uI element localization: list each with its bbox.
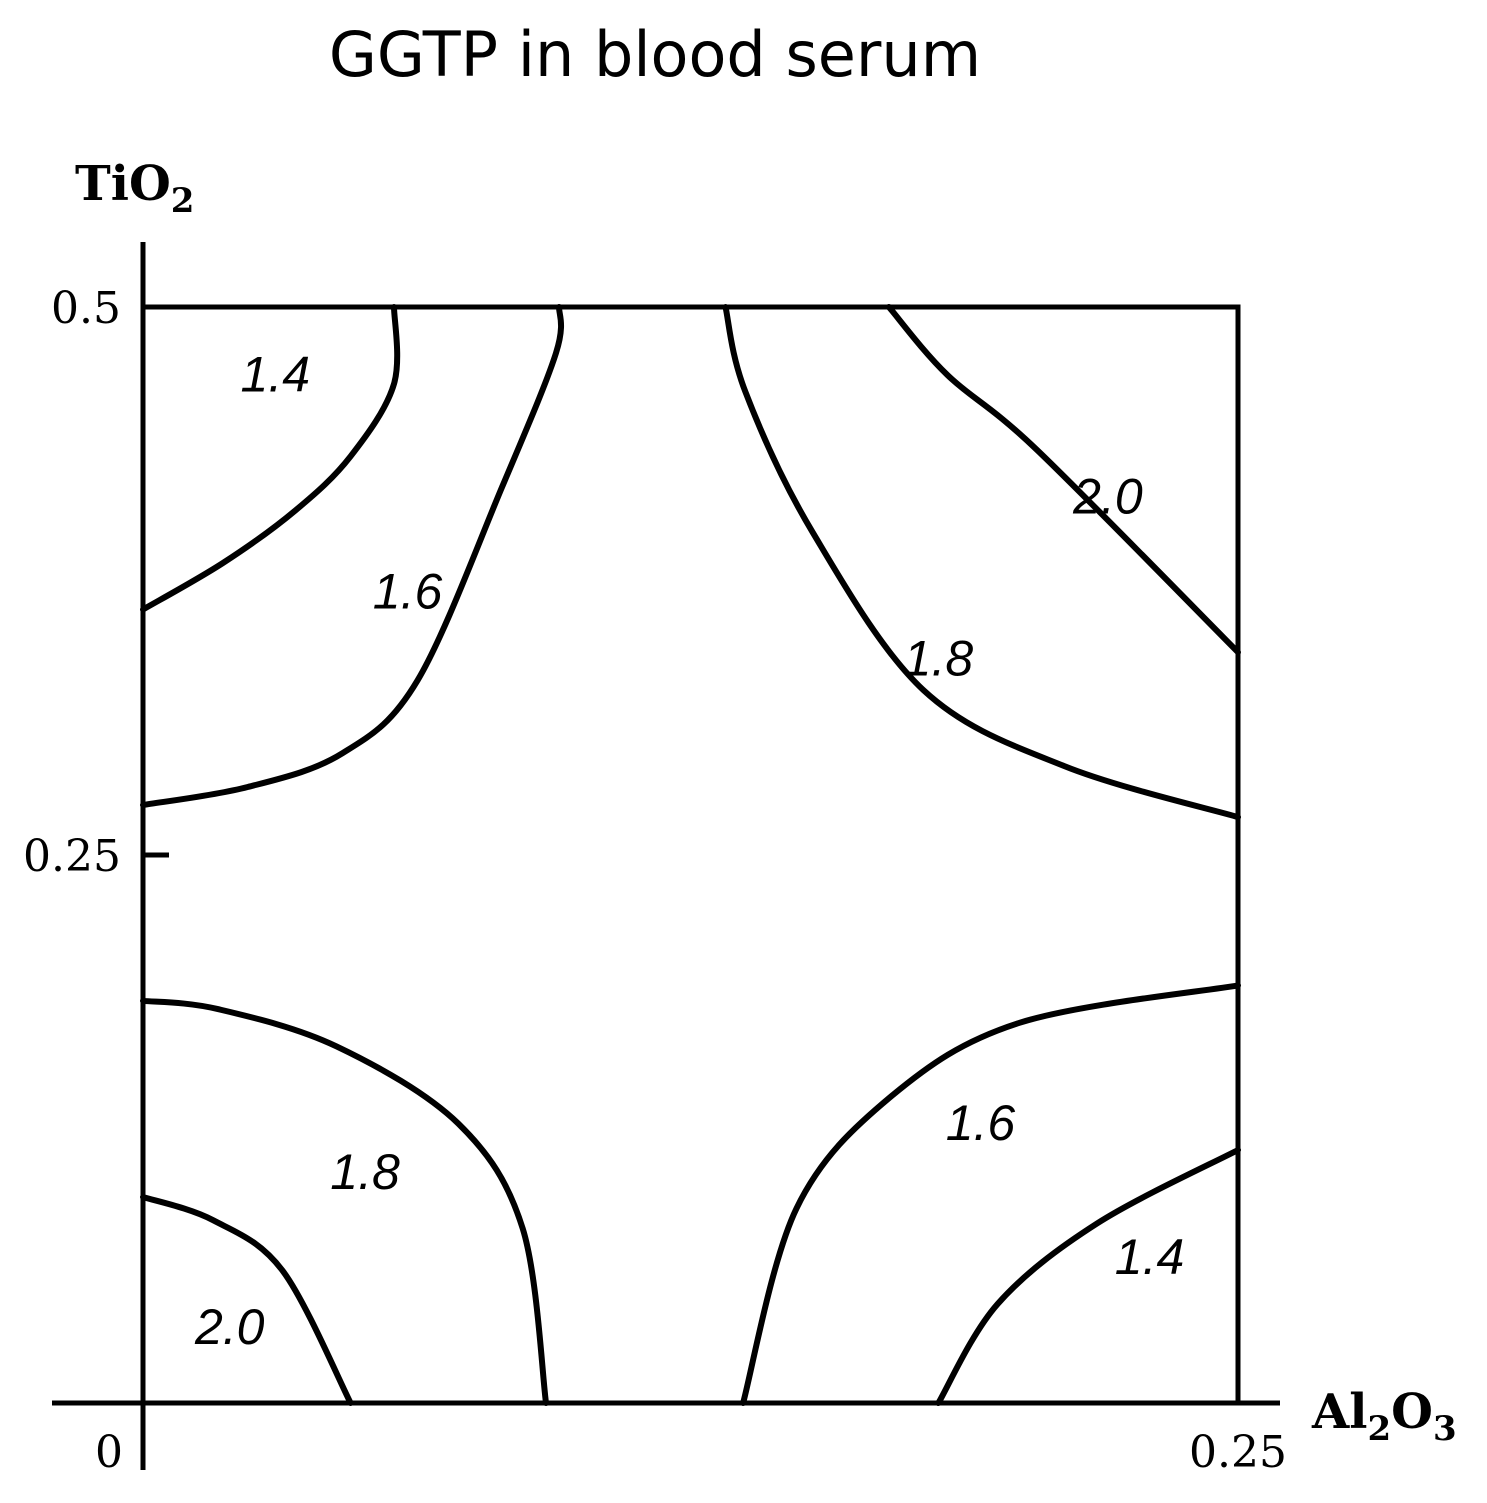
contour-line-1-4 bbox=[140, 304, 401, 613]
contour-label-1-4: 1.4 bbox=[241, 347, 311, 403]
contour-label-1-8: 1.8 bbox=[330, 1144, 400, 1200]
contour-line-2-0 bbox=[140, 1194, 354, 1406]
contour-label-1-4: 1.4 bbox=[1115, 1229, 1185, 1285]
contour-label-1-6: 1.6 bbox=[373, 564, 443, 620]
x-tick-label: 0 bbox=[95, 1427, 123, 1478]
y-tick-label: 0.25 bbox=[23, 831, 121, 882]
contour-line-1-8 bbox=[722, 304, 1241, 821]
contour-line-1-8 bbox=[140, 997, 549, 1406]
y-tick-label: 0.5 bbox=[51, 283, 121, 334]
contour-labels: 1.4 1.6 1.8 2.0 1.8 2.0 1.6 1.4 bbox=[194, 347, 1184, 1355]
y-axis-title-main: TiO bbox=[75, 156, 171, 212]
contour-line-1-6 bbox=[740, 982, 1241, 1406]
x-tick-label: 0.25 bbox=[1189, 1427, 1287, 1478]
contour-label-2-0: 2.0 bbox=[1072, 469, 1143, 525]
contour-line-1-4 bbox=[935, 1147, 1241, 1406]
contour-lines bbox=[140, 304, 1241, 1406]
contour-label-1-6: 1.6 bbox=[946, 1095, 1016, 1151]
tick-group: 0.25 0.5 0 0.25 bbox=[23, 283, 1287, 1478]
x-axis-title-main: Al bbox=[1311, 1384, 1367, 1440]
x-axis-title-sub-2: 3 bbox=[1433, 1409, 1457, 1449]
chart-title: GGTP in blood serum bbox=[329, 18, 981, 91]
contour-label-1-8: 1.8 bbox=[904, 630, 974, 686]
y-axis-title: TiO2 bbox=[75, 156, 194, 221]
x-axis-title: Al2O3 bbox=[1311, 1384, 1457, 1449]
contour-line-2-0 bbox=[885, 304, 1241, 656]
y-axis-title-sub: 2 bbox=[171, 181, 195, 221]
contour-label-2-0: 2.0 bbox=[194, 1299, 265, 1355]
x-axis-title-sub-1: 2 bbox=[1367, 1409, 1391, 1449]
x-axis-title-mid: O bbox=[1391, 1384, 1433, 1440]
contour-line-1-6 bbox=[140, 304, 565, 808]
